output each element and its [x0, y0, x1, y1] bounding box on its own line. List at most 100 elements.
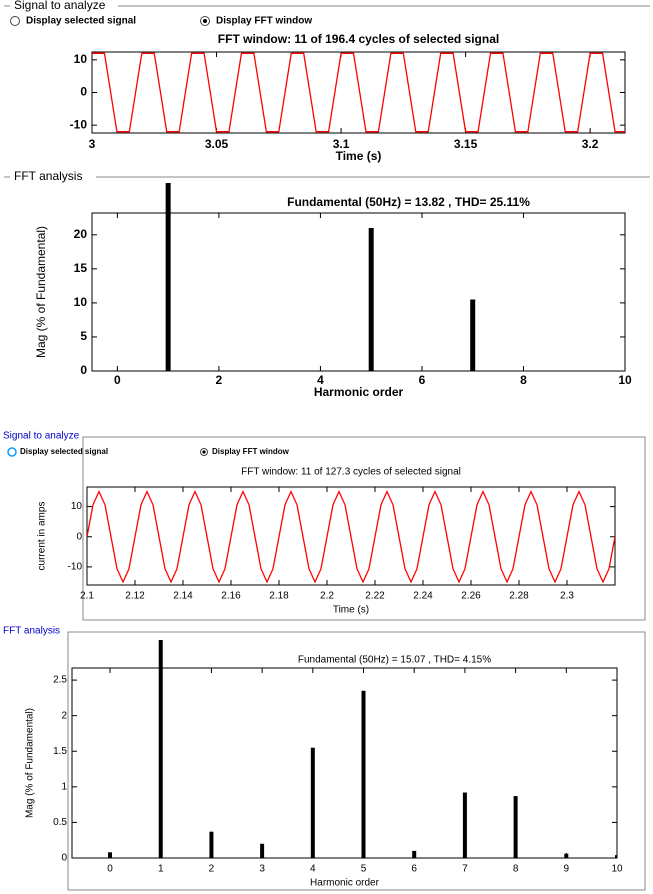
y-tick-label: 10	[74, 295, 88, 309]
x-tick-label: 3	[89, 137, 96, 151]
y-tick-label: 5	[80, 329, 87, 343]
y-tick-label: 10	[71, 501, 83, 512]
y-tick-label: 0	[76, 531, 82, 542]
chart: FFT window: 11 of 196.4 cycles of select…	[70, 32, 626, 163]
x-tick-label: 6	[411, 864, 417, 875]
bar	[615, 855, 617, 858]
x-tick-label: 9	[564, 864, 570, 875]
panel-title: FFT analysis	[3, 626, 60, 637]
y-tick-label: 0	[80, 363, 87, 377]
chart: Fundamental (50Hz) = 13.82 , THD= 25.11%…	[34, 183, 632, 399]
bar	[310, 747, 315, 858]
chart: Fundamental (50Hz) = 15.07 , THD= 4.15% H…	[25, 640, 623, 889]
x-tick-label: 2.2	[320, 591, 334, 602]
x-tick-label: 6	[419, 373, 426, 387]
bar	[462, 792, 467, 858]
x-tick-label: 3.05	[205, 137, 229, 151]
chart-title: FFT window: 11 of 196.4 cycles of select…	[218, 32, 499, 46]
bar	[165, 183, 171, 371]
y-tick-label: 15	[74, 261, 88, 275]
y-tick-label: -10	[68, 562, 83, 573]
x-axis-label: Harmonic order	[314, 385, 404, 399]
panel-title: Signal to analyze	[3, 431, 80, 442]
x-tick-label: 3.1	[333, 137, 350, 151]
y-tick-label: 20	[74, 227, 88, 241]
x-tick-label: 3.2	[582, 137, 599, 151]
x-tick-label: 1	[158, 864, 164, 875]
x-tick-label: 8	[520, 373, 527, 387]
bar	[412, 850, 417, 858]
bar	[108, 852, 113, 858]
x-tick-label: 0	[107, 864, 113, 875]
x-axis-label: Time (s)	[336, 149, 382, 163]
radio-dot	[203, 19, 207, 23]
x-tick-label: 2	[209, 864, 215, 875]
radio-label[interactable]: Display selected signal	[20, 447, 108, 456]
x-tick-label: 3	[259, 864, 265, 875]
x-tick-label: 2	[216, 373, 223, 387]
y-axis-label: Mag (% of Fundamental)	[34, 226, 48, 358]
bar	[368, 227, 374, 371]
y-tick-label: 1	[61, 781, 67, 792]
chart: FFT window: 11 of 127.3 cycles of select…	[37, 467, 616, 616]
x-axis-label: Harmonic order	[310, 878, 380, 889]
group-border	[67, 631, 646, 891]
plot-area	[71, 667, 618, 859]
group-border	[82, 436, 646, 621]
y-tick-label: 0	[61, 853, 67, 864]
x-tick-label: 10	[611, 864, 623, 875]
y-tick-label: -10	[70, 117, 88, 131]
radio-label[interactable]: Display FFT window	[212, 447, 290, 456]
y-tick-label: 0	[80, 85, 87, 99]
x-tick-label: 2.12	[125, 591, 145, 602]
x-tick-label: 3.15	[454, 137, 478, 151]
y-axis-label: current in amps	[37, 502, 48, 571]
x-tick-label: 2.16	[221, 591, 241, 602]
bar	[564, 853, 569, 858]
x-tick-label: 4	[310, 864, 316, 875]
radio[interactable]	[10, 16, 20, 26]
bar	[158, 640, 163, 858]
y-tick-label: 2	[61, 710, 67, 721]
x-tick-label: 2.26	[461, 591, 481, 602]
top-panels: Signal to analyze Display selected signa…	[4, 0, 650, 183]
radio-label[interactable]: Display FFT window	[216, 16, 312, 27]
signal-line	[92, 52, 625, 133]
label-bg	[10, 0, 118, 12]
x-tick-label: 10	[618, 373, 632, 387]
x-tick-label: 2.22	[365, 591, 385, 602]
x-tick-label: 4	[317, 373, 324, 387]
radio-label[interactable]: Display selected signal	[26, 16, 136, 27]
bar	[513, 796, 518, 858]
bar	[209, 831, 214, 858]
label-bg	[10, 171, 96, 183]
x-tick-label: 2.24	[413, 591, 433, 602]
plot-area	[91, 212, 626, 372]
signal-line	[87, 489, 615, 584]
bottom-panels: Signal to analyze Display selected signa…	[3, 431, 646, 891]
panel-title: FFT analysis	[14, 169, 82, 183]
chart-title: FFT window: 11 of 127.3 cycles of select…	[241, 467, 461, 478]
bar	[260, 843, 265, 858]
bar	[470, 299, 476, 371]
x-tick-label: 2.1	[80, 591, 94, 602]
x-tick-label: 7	[462, 864, 468, 875]
y-axis-label: Mag (% of Fundamental)	[25, 708, 36, 818]
bar	[361, 690, 366, 858]
y-tick-label: 10	[74, 52, 88, 66]
radio-dot	[202, 450, 206, 454]
plot-area	[91, 51, 626, 134]
x-tick-label: 2.3	[560, 591, 574, 602]
x-axis-label: Time (s)	[333, 605, 369, 616]
x-tick-label: 8	[513, 864, 519, 875]
radio[interactable]	[7, 447, 17, 457]
panel-title: Signal to analyze	[14, 0, 106, 12]
chart-title: Fundamental (50Hz) = 15.07 , THD= 4.15%	[298, 655, 491, 666]
x-tick-label: 0	[114, 373, 121, 387]
y-tick-label: 1.5	[53, 746, 67, 757]
x-tick-label: 2.18	[269, 591, 289, 602]
y-tick-label: 2.5	[53, 675, 67, 686]
x-tick-label: 2.28	[509, 591, 529, 602]
